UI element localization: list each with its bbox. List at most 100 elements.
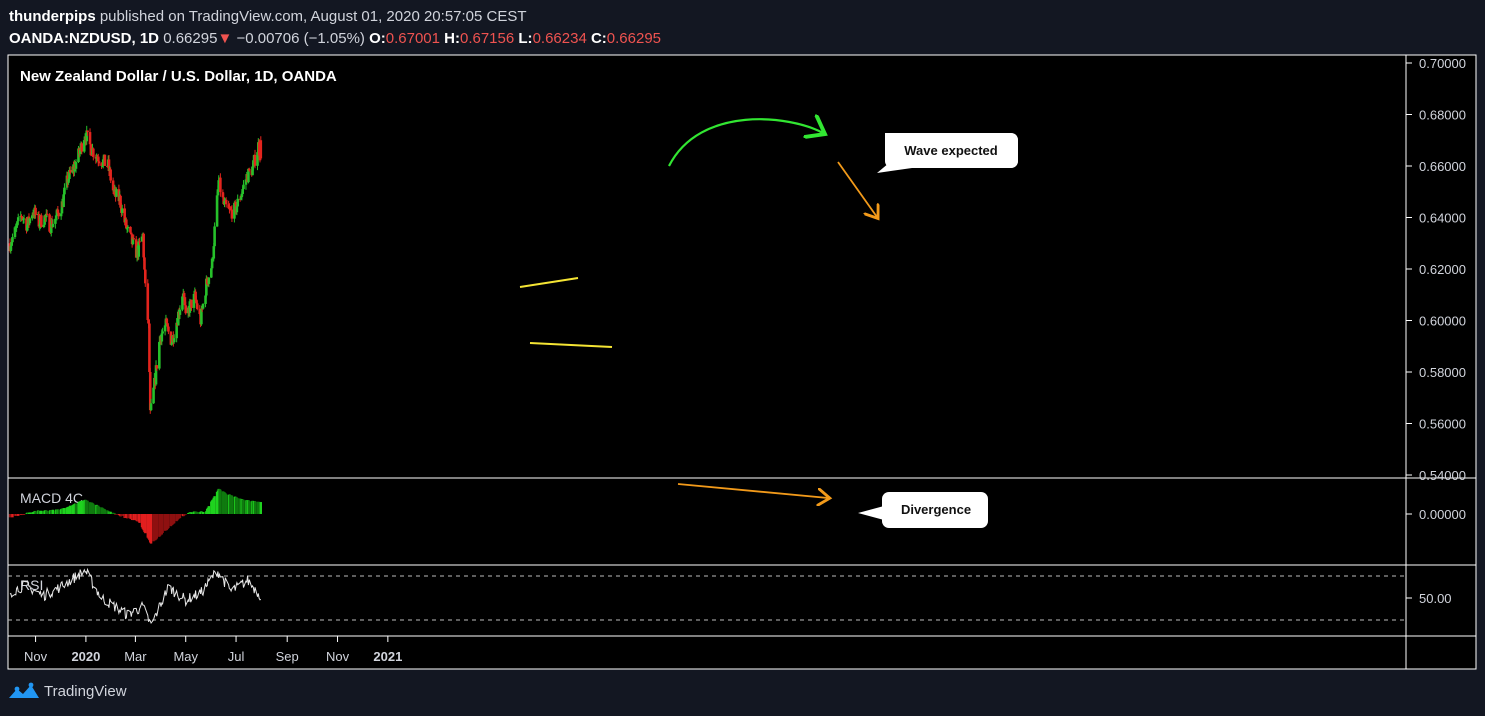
time-tick-label: May [173,649,198,664]
macd-bar [182,514,186,516]
candle-body [57,212,60,217]
macd-bar [201,511,205,514]
candle-body [15,225,18,228]
candle-body [144,269,147,284]
candle-body [101,165,104,167]
macd-bar [253,501,257,514]
time-axis[interactable]: Nov 2020 Mar May Jul Sep Nov 2021 [24,636,402,664]
footer[interactable]: TradingView [8,682,127,700]
macd-bar [224,494,228,514]
macd-divergence-line[interactable] [677,483,828,498]
candle-body [40,215,43,227]
candle-body [30,215,34,219]
candle-body [146,283,150,321]
candle-body [182,293,186,298]
candle-body [78,149,82,154]
time-tick-label: 2020 [71,649,100,664]
candle-body [21,218,25,220]
macd-bar [138,514,141,523]
candle-body [56,209,60,213]
lower-trendline[interactable] [529,342,613,348]
candle-body [244,179,248,185]
rsi-label: RSI [20,577,43,593]
candle-body [14,227,18,229]
wave-arc-arrow[interactable] [668,119,823,167]
author-name[interactable]: thunderpips [9,8,96,25]
divergence-callout-box[interactable] [882,492,988,528]
macd-bar [28,512,31,514]
candle-body [140,236,144,242]
candle-body [169,331,173,345]
macd-bar [17,514,20,516]
candle-body [60,201,64,214]
down-arrow[interactable] [837,161,877,217]
candle-body [219,177,222,193]
candle-body [16,221,19,226]
macd-bar [242,499,245,514]
candle-body [200,308,204,310]
candle-body [172,338,176,343]
candle-body [26,225,29,231]
candle-body [89,144,93,156]
price-axis[interactable]: 0.70000 0.68000 0.66000 0.64000 0.62000 0.600… [1406,56,1466,483]
candle-body [211,258,215,260]
macd-bar [155,514,159,539]
candle-body [207,277,211,284]
candle-body [16,217,20,222]
candle-body [96,158,100,162]
macd-bar [236,498,239,514]
upper-trendline[interactable] [519,277,579,288]
candle-body [48,214,51,232]
macd-bar [63,508,66,514]
candle-body [101,159,105,166]
candle-body [221,192,225,198]
candle-body [132,238,136,240]
time-tick-label: Jul [228,649,245,664]
candle-body [223,200,226,205]
macd-bar [172,514,176,524]
candle-body [240,193,244,198]
macd-bar [40,510,43,514]
rsi-line [9,567,262,625]
interval-label[interactable]: 1D [139,30,160,47]
high-value: 0.67156 [459,30,515,47]
time-tick-label: Nov [326,649,350,664]
candle-body [177,311,180,326]
candle-body [38,224,41,227]
macd-bar [144,514,147,534]
candle-body [42,224,46,227]
open-label: O: [369,30,386,47]
candle-body [175,322,178,339]
candle-body [212,246,216,259]
price-tick-label: 0.58000 [1419,365,1466,380]
macd-bar [248,500,251,514]
close-label: C: [590,30,607,47]
candle-body [37,214,41,227]
candle-body [88,132,92,145]
price-tick-label: 0.66000 [1419,159,1466,174]
close-value: 0.66295 [606,30,662,47]
macd-bar [22,514,26,515]
candle-body [103,154,107,166]
symbol-label[interactable]: OANDA:NZDUSD [9,30,132,47]
candle-body [85,130,89,142]
candle-body [129,232,133,235]
candle-body [125,219,128,229]
macd-bar [132,514,135,521]
candle-body [86,130,89,133]
published-text: published on TradingView.com, August 01,… [99,8,527,25]
candle-body [54,215,58,219]
candle-body [158,342,161,369]
candle-body [184,305,188,314]
candle-body [252,160,255,167]
wave-callout-box [885,133,1018,168]
candle-body [222,197,225,205]
candle-body [63,187,66,195]
candle-body [62,194,65,207]
divergence-callout-pointer [858,498,884,520]
price-tick-label: 0.56000 [1419,417,1466,432]
candle-body [166,323,169,327]
candle-body [155,365,159,369]
candle-body [204,295,207,304]
